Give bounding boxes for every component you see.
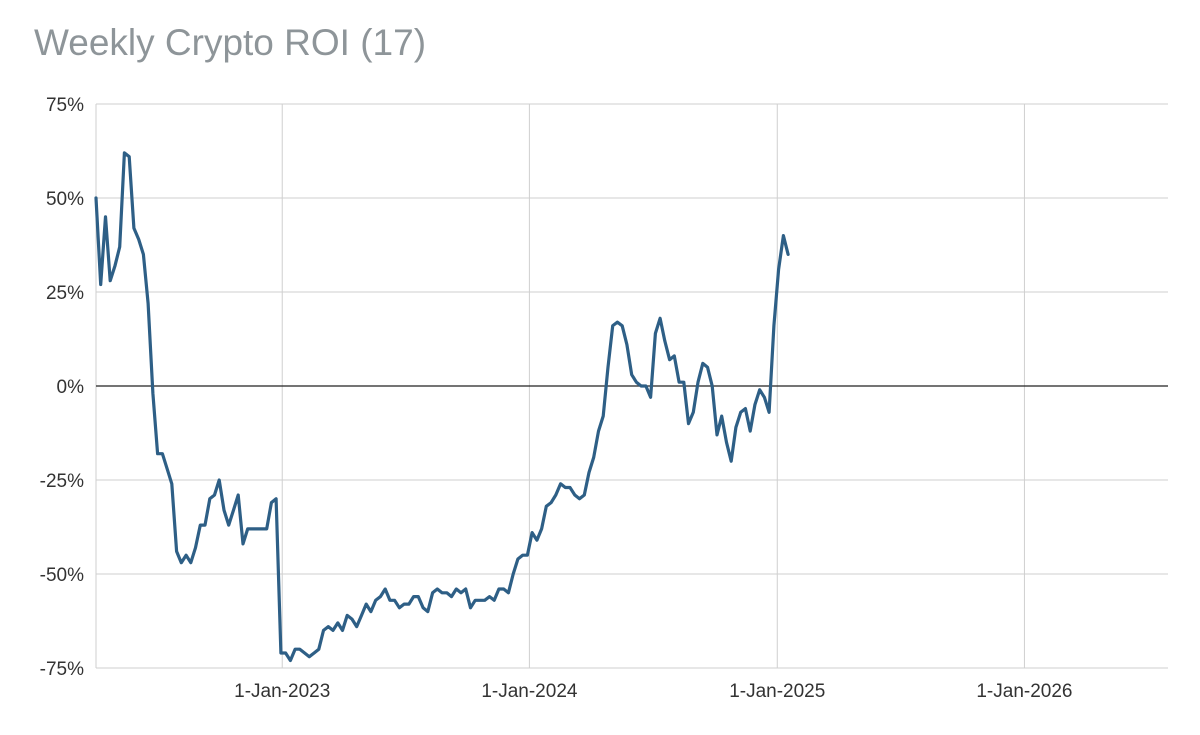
chart-title: Weekly Crypto ROI (17) bbox=[34, 22, 427, 63]
x-tick-label: 1-Jan-2023 bbox=[234, 681, 330, 702]
series-line bbox=[94, 151, 790, 663]
y-tick-label: 25% bbox=[46, 283, 84, 304]
x-tick-label: 1-Jan-2024 bbox=[481, 681, 578, 702]
y-tick-label: 75% bbox=[46, 95, 84, 116]
y-axis-tick-labels: 75% 50% 25% 0% -25% -50% -75% bbox=[40, 95, 84, 680]
y-tick-label: 50% bbox=[46, 189, 84, 210]
y-tick-label: 0% bbox=[57, 377, 85, 398]
y-tick-label: -50% bbox=[40, 565, 84, 586]
x-axis-tick-labels: 1-Jan-2023 1-Jan-2024 1-Jan-2025 1-Jan-2026 bbox=[234, 681, 1072, 702]
horizontal-gridlines bbox=[96, 103, 1168, 669]
x-tick-label: 1-Jan-2025 bbox=[729, 681, 825, 702]
y-tick-label: -25% bbox=[40, 471, 84, 492]
y-tick-label: -75% bbox=[40, 659, 84, 680]
series-group bbox=[94, 151, 790, 663]
x-tick-label: 1-Jan-2026 bbox=[976, 681, 1072, 702]
